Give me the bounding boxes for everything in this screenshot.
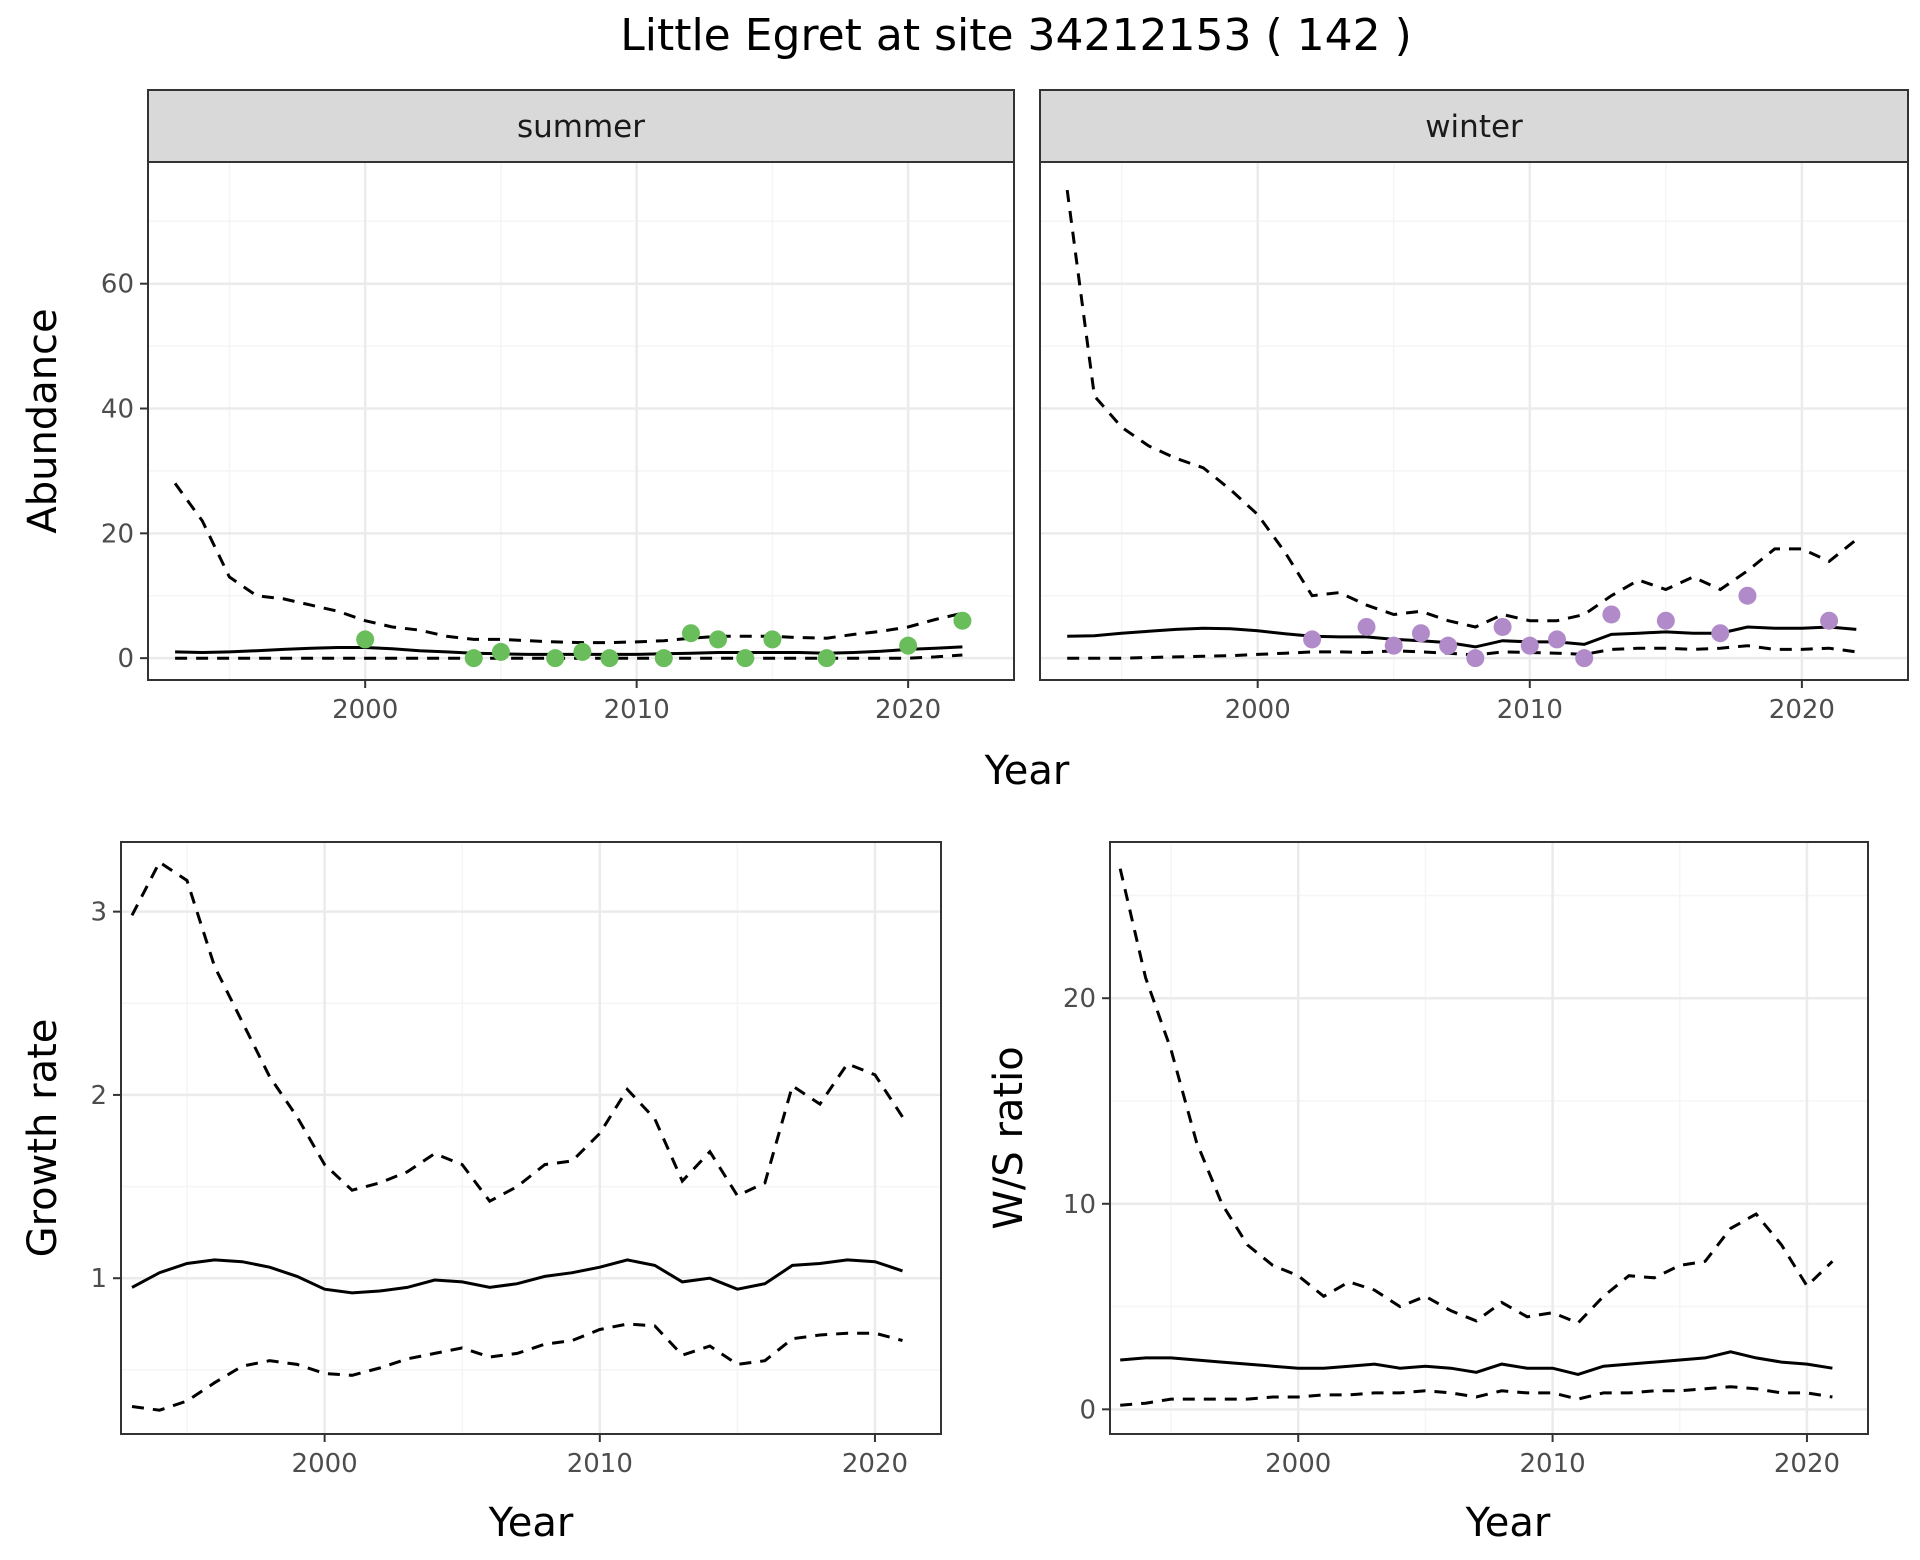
panel-ws-ratio: 0 10 20 2000 2010 2020 (1063, 841, 1869, 1479)
observation-point (1357, 617, 1376, 636)
panel-growth-rate: 1 2 3 2000 2010 2020 (90, 841, 942, 1479)
observation-point (1711, 624, 1730, 643)
x-tick-label: 2010 (604, 695, 670, 725)
observation-point (763, 630, 782, 649)
y-tick-label: 0 (1079, 1395, 1096, 1425)
observation-point (1520, 636, 1539, 655)
observation-point (1493, 617, 1512, 636)
x-ticks-growth-rate: 2000 2010 2020 (292, 1434, 908, 1479)
estimate-line-0 (131, 1258, 903, 1295)
y-ticks-abundance: 0 20 40 60 (101, 270, 148, 674)
x-tick-label: 2000 (292, 1449, 358, 1479)
y-tick-label: 40 (101, 395, 134, 425)
y-tick-label: 20 (101, 519, 134, 549)
grid-winter (1040, 162, 1908, 680)
estimate-line-0 (1120, 1350, 1833, 1376)
x-axis-title-growth-rate: Year (488, 1500, 574, 1546)
y-tick-label: 2 (90, 1081, 107, 1111)
panel-background (148, 162, 1014, 680)
y-tick-label: 0 (117, 644, 134, 674)
observation-point (600, 649, 619, 668)
panel-border-winter (1039, 161, 1909, 681)
grid-ws-ratio (1110, 842, 1868, 1434)
panel-border-growth-rate (120, 841, 942, 1435)
panel-border-ws-ratio (1109, 841, 1869, 1435)
y-tick-label: 1 (90, 1264, 107, 1294)
observation-point (1602, 605, 1621, 624)
strip-winter (1039, 89, 1909, 163)
observation-point (1547, 630, 1566, 649)
interval-line-2 (131, 1322, 903, 1412)
x-tick-label: 2010 (1520, 1449, 1586, 1479)
x-tick-label: 2010 (567, 1449, 633, 1479)
y-axis-title-growth-rate: Growth rate (20, 1019, 66, 1258)
observation-point (736, 649, 755, 668)
observation-point (1384, 636, 1403, 655)
observation-point (709, 630, 728, 649)
interval-line-1 (1065, 189, 1858, 629)
x-tick-label: 2000 (1225, 695, 1291, 725)
observation-point (1820, 611, 1839, 630)
x-tick-label: 2020 (1769, 695, 1835, 725)
interval-line-2 (1120, 1385, 1833, 1407)
points-winter (1303, 586, 1839, 668)
x-tick-label: 2000 (332, 695, 398, 725)
strip-label-summer: summer (517, 109, 645, 145)
observation-point (1411, 624, 1430, 643)
x-axis-title-abundance: Year (984, 748, 1070, 794)
y-axis-title-abundance: Abundance (20, 308, 66, 533)
points-summer (356, 611, 972, 668)
y-tick-label: 3 (90, 898, 107, 928)
series-growth-rate (130, 860, 904, 1412)
y-tick-label: 60 (101, 270, 134, 300)
observation-point (1656, 611, 1675, 630)
interval-line-2 (1067, 644, 1857, 660)
x-tick-label: 2010 (1497, 695, 1563, 725)
x-ticks-winter: 2000 2010 2020 (1225, 680, 1835, 725)
y-axis-title-ws-ratio: W/S ratio (986, 1046, 1032, 1229)
panel-abundance-summer: summer 0 20 40 60 2000 2010 2020 (101, 89, 1015, 725)
observation-point (1303, 630, 1322, 649)
panel-background (1110, 842, 1868, 1434)
strip-summer (147, 89, 1015, 163)
series-ws-ratio (1118, 868, 1834, 1407)
panel-background (121, 842, 941, 1434)
observation-point (681, 624, 700, 643)
observation-point (1738, 586, 1757, 605)
observation-point (546, 649, 565, 668)
x-ticks-summer: 2000 2010 2020 (332, 680, 941, 725)
y-ticks-ws-ratio: 0 10 20 (1063, 984, 1110, 1425)
x-tick-label: 2020 (875, 695, 941, 725)
x-tick-label: 2020 (1774, 1449, 1840, 1479)
observation-point (817, 649, 836, 668)
observation-point (654, 649, 673, 668)
panel-border-summer (147, 161, 1015, 681)
observation-point (573, 642, 592, 661)
interval-line-1 (173, 482, 963, 645)
observation-point (899, 636, 918, 655)
observation-point (1439, 636, 1458, 655)
panel-background (1040, 162, 1908, 680)
observation-point (953, 611, 972, 630)
y-tick-label: 10 (1063, 1190, 1096, 1220)
strip-label-winter: winter (1425, 109, 1523, 145)
x-tick-label: 2000 (1265, 1449, 1331, 1479)
panel-abundance-winter: winter 2000 2010 2020 (1039, 89, 1909, 725)
x-axis-title-ws-ratio: Year (1465, 1500, 1551, 1546)
y-ticks-growth-rate: 1 2 3 (90, 898, 121, 1294)
observation-point (1466, 649, 1485, 668)
observation-point (356, 630, 375, 649)
interval-line-1 (1118, 868, 1834, 1325)
y-tick-label: 20 (1063, 984, 1096, 1014)
observation-point (464, 649, 483, 668)
x-tick-label: 2020 (842, 1449, 908, 1479)
observation-point (1575, 649, 1594, 668)
x-ticks-ws-ratio: 2000 2010 2020 (1265, 1434, 1840, 1479)
figure-title: Little Egret at site 34212153 ( 142 ) (620, 10, 1412, 61)
observation-point (491, 642, 510, 661)
grid-growth-rate (121, 842, 941, 1434)
grid-summer (148, 162, 1014, 680)
